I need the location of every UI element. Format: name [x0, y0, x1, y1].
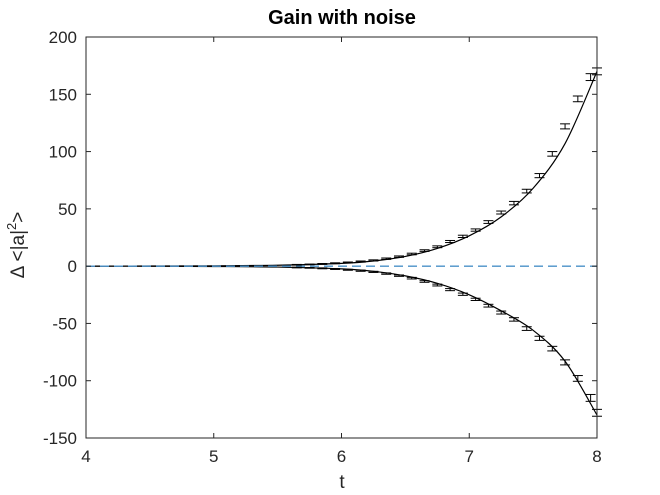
errorbar-upper	[496, 210, 507, 215]
x-tick-label: 5	[209, 447, 218, 466]
errorbar-lower	[381, 272, 392, 275]
y-axis-label-sup: 2	[4, 223, 19, 230]
errorbar-upper	[432, 245, 443, 249]
labels: Gain with noise t Δ <|a|2>	[4, 7, 416, 493]
errorbar-upper	[483, 220, 494, 224]
x-tick-label: 7	[465, 447, 474, 466]
x-tick-label: 6	[337, 447, 346, 466]
errorbar-upper	[406, 252, 417, 256]
errorbar-lower	[445, 288, 456, 292]
errorbar-upper	[521, 188, 532, 194]
errorbar-upper	[572, 95, 583, 103]
errorbar-upper	[304, 263, 315, 266]
errorbar-upper	[381, 257, 392, 260]
errorbar-upper	[355, 260, 366, 263]
errorbar-upper	[508, 200, 519, 206]
errorbar-upper	[393, 255, 404, 258]
errorbar-upper	[317, 263, 328, 265]
errorbar-lower	[304, 267, 315, 269]
errorbar-lower	[406, 276, 417, 280]
errorbar-upper	[330, 262, 341, 265]
chart-title: Gain with noise	[268, 7, 416, 29]
errorbar-lower	[342, 268, 353, 271]
y-tick-label: -150	[43, 429, 77, 448]
errorbar-lower	[508, 317, 519, 322]
axes: 4 5 6 7 8 -150 -100 -50 0 50 100 150 200	[43, 28, 602, 466]
errorbar-upper	[547, 151, 558, 157]
errorbar-upper	[560, 123, 571, 130]
errorbar-upper	[470, 228, 481, 232]
errorbar-upper	[445, 239, 456, 244]
errorbar-lower	[572, 375, 583, 382]
errorbar-lower	[470, 297, 481, 302]
y-tick-label: 50	[58, 200, 77, 219]
x-axis-label: t	[339, 472, 345, 493]
errorbar-lower	[457, 292, 468, 296]
plot-area	[85, 67, 602, 417]
errorbar-lower	[355, 269, 366, 272]
y-tick-label: -50	[52, 314, 77, 333]
y-tick-label: 150	[49, 85, 77, 104]
x-tick-label: 8	[592, 447, 601, 466]
errorbar-lower	[291, 266, 302, 269]
errorbar-lower	[419, 280, 430, 283]
y-axis-label: Δ <|a|2>	[4, 212, 29, 279]
errorbar-upper	[419, 249, 430, 252]
errorbar-upper	[368, 259, 379, 262]
y-tick-label: 100	[49, 143, 77, 162]
errorbar-lower	[483, 303, 494, 308]
axes-box	[85, 36, 598, 439]
errorbar-lower	[368, 270, 379, 273]
series-line-1	[85, 71, 598, 267]
errorbar-lower	[496, 310, 507, 315]
errorbar-lower	[317, 267, 328, 270]
errorbar-upper	[585, 73, 596, 82]
errorbar-lower	[534, 335, 545, 341]
errorbar-lower	[585, 393, 596, 402]
y-tick-label: 200	[49, 28, 77, 47]
x-tick-label: 4	[81, 447, 90, 466]
errorbar-upper	[291, 263, 302, 266]
errorbar-lower	[432, 283, 443, 287]
y-axis-label-suffix: >	[8, 212, 29, 223]
errorbar-upper	[342, 261, 353, 264]
errorbar-lower	[521, 326, 532, 331]
errorbar-lower	[560, 359, 571, 366]
errorbar-lower	[330, 268, 341, 270]
errorbar-lower	[393, 274, 404, 277]
y-tick-label: -100	[43, 372, 77, 391]
errorbar-lower	[547, 345, 558, 352]
y-tick-label: 0	[68, 257, 77, 276]
series-line-2	[85, 265, 598, 416]
errorbar-upper	[457, 234, 468, 238]
y-axis-label-prefix: Δ <|a|	[8, 230, 29, 278]
errorbar-upper	[534, 173, 545, 179]
